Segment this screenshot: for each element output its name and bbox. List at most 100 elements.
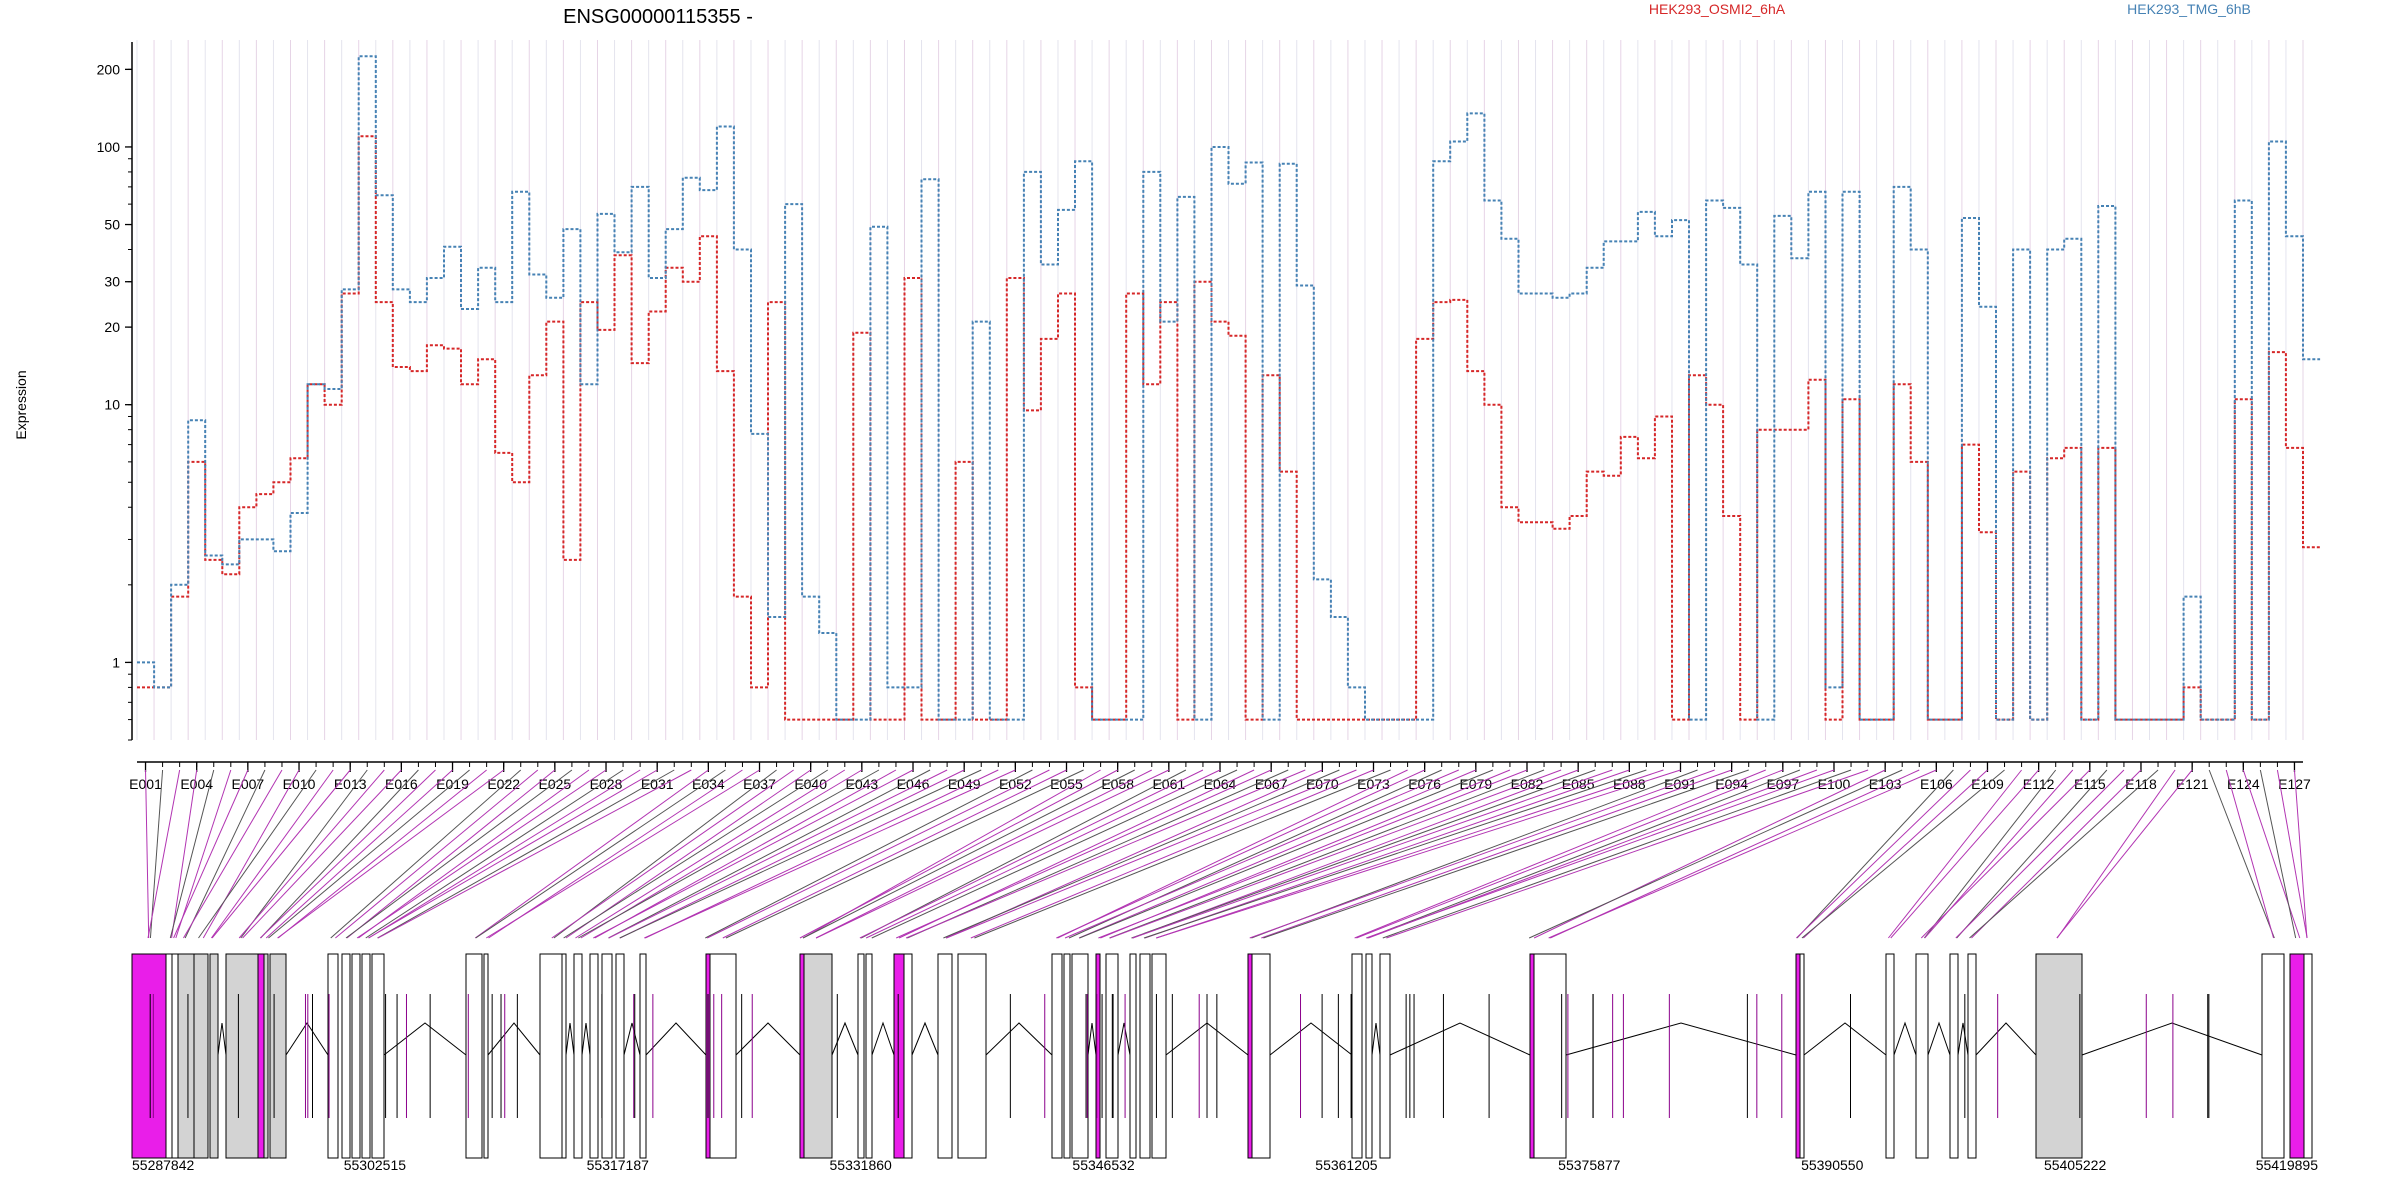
connector-line xyxy=(1132,769,1579,939)
x-tick-label: E058 xyxy=(1101,776,1134,792)
x-tick-label: E034 xyxy=(692,776,725,792)
connector-line xyxy=(1803,769,1988,939)
x-tick-label: E100 xyxy=(1818,776,1851,792)
exon-block xyxy=(1351,953,1363,1159)
connector-line xyxy=(799,769,1118,939)
connector-line xyxy=(1109,769,1562,939)
genomic-axis: 55287842 55302515 55317187 55331860 55346532… xyxy=(132,1157,2318,1173)
exon-block xyxy=(615,953,625,1159)
y-tick-label: 50 xyxy=(104,217,120,233)
connector-line xyxy=(488,769,743,939)
exon-block xyxy=(1129,953,1137,1159)
exon-block xyxy=(1533,953,1567,1159)
intron-line xyxy=(285,1022,329,1056)
exon-block xyxy=(539,953,563,1159)
intron-line xyxy=(1087,1022,1097,1056)
connector-line xyxy=(198,769,317,939)
exon-block xyxy=(639,953,647,1159)
exon-block xyxy=(193,953,209,1159)
connector-line xyxy=(1109,769,1545,939)
connector-line xyxy=(1132,769,1613,939)
genomic-tick-label: 55302515 xyxy=(344,1157,407,1173)
connector-line xyxy=(1801,769,2005,939)
exon-block xyxy=(225,953,259,1159)
exon-block xyxy=(799,953,805,1159)
chart-title: ENSG00000115355 - xyxy=(563,6,753,28)
connector-line xyxy=(358,769,590,939)
x-tick-label: E052 xyxy=(999,776,1032,792)
x-tick-label: E064 xyxy=(1204,776,1237,792)
intron-line xyxy=(1957,1022,1969,1056)
connector-line xyxy=(330,769,522,939)
intron-line xyxy=(1565,1022,1797,1056)
connector-line xyxy=(1261,769,1732,939)
x-tick-label: E010 xyxy=(283,776,316,792)
connector-line xyxy=(608,769,931,939)
y-tick-label: 200 xyxy=(97,61,121,77)
connector-line xyxy=(2242,769,2301,939)
x-tick-label: E043 xyxy=(845,776,878,792)
connector-line xyxy=(240,769,368,939)
exon-block xyxy=(957,953,987,1159)
exon-block xyxy=(1949,953,1959,1159)
exon-block xyxy=(2303,953,2313,1159)
connector-line xyxy=(1131,769,1596,939)
exon-block xyxy=(341,953,351,1159)
exon-block xyxy=(573,953,583,1159)
connector-line xyxy=(1156,769,1664,939)
connector-line xyxy=(905,769,1306,939)
exon-block xyxy=(1967,953,1977,1159)
genomic-tick-label: 55317187 xyxy=(587,1157,650,1173)
connector-line xyxy=(860,769,1187,939)
connector-line xyxy=(211,769,351,939)
intron-line xyxy=(1893,1021,1917,1056)
exon-block xyxy=(589,953,599,1159)
connector-line xyxy=(149,769,164,939)
exon-block xyxy=(803,953,833,1159)
connector-line xyxy=(202,769,300,939)
x-tick-label: E007 xyxy=(232,776,265,792)
connector-line xyxy=(260,769,419,939)
x-tick-label: E061 xyxy=(1152,776,1185,792)
exon-block xyxy=(1247,953,1253,1159)
exon-block xyxy=(865,953,873,1159)
y-tick-label: 10 xyxy=(104,397,120,413)
connector-line xyxy=(1386,769,1869,939)
connector-line xyxy=(644,769,1016,939)
connector-line xyxy=(2276,769,2308,939)
exon-block xyxy=(327,953,339,1159)
connector-line xyxy=(277,769,504,939)
connector-line xyxy=(551,769,794,939)
connector-line xyxy=(619,769,982,939)
connector-line xyxy=(475,769,726,939)
connector-line xyxy=(368,769,658,939)
connector-line xyxy=(815,769,1153,939)
connector-line xyxy=(184,769,266,939)
exon-block xyxy=(257,953,265,1159)
exon-block xyxy=(1915,953,1929,1159)
connector-line xyxy=(145,769,150,939)
intron-line xyxy=(623,1022,641,1056)
connector-line xyxy=(2225,769,2275,939)
connector-line xyxy=(1969,769,2159,939)
legend-entry-osmi2: HEK293_OSMI2_6hA xyxy=(1649,1,1786,17)
connector-line xyxy=(907,769,1289,939)
connector-line xyxy=(594,769,897,939)
connector-line xyxy=(259,769,436,939)
intron-line xyxy=(911,1021,939,1056)
connector-line xyxy=(645,769,999,939)
connector-line xyxy=(1887,769,2022,939)
x-tick-label: E049 xyxy=(948,776,981,792)
connector-line xyxy=(1920,769,2091,939)
intron-line xyxy=(1389,1022,1531,1056)
connector-line xyxy=(1249,769,1715,939)
genomic-tick-label: 55375877 xyxy=(1558,1157,1621,1173)
connector-line xyxy=(871,769,1238,939)
connector-line xyxy=(1528,769,1903,939)
connector-line xyxy=(1796,769,1954,939)
x-tick-label: E025 xyxy=(538,776,571,792)
connector-line xyxy=(1079,769,1494,939)
series-lines xyxy=(137,55,2321,721)
